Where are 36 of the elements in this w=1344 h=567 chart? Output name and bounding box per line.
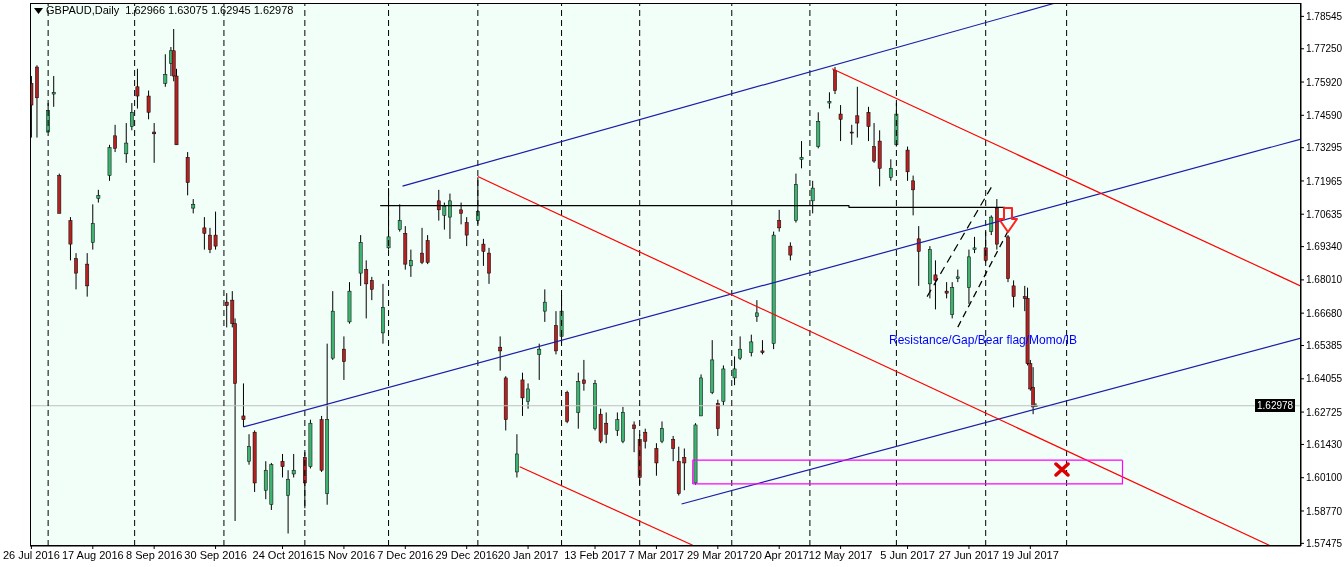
y-tick-label: 1.70635 bbox=[1306, 208, 1343, 220]
y-tick-label: 1.69340 bbox=[1306, 241, 1343, 253]
ref-line-label: 1.62978 bbox=[1255, 398, 1296, 412]
y-tick-label: 1.65385 bbox=[1306, 340, 1343, 352]
x-tick-label: 15 Nov 2016 bbox=[312, 548, 376, 561]
x-tick-label: 5 Jun 2017 bbox=[880, 548, 935, 561]
x-tick-label: 29 Mar 2017 bbox=[686, 548, 749, 561]
x-tick-label: 20 Apr 2017 bbox=[749, 548, 809, 561]
x-tick-label: 17 Aug 2016 bbox=[61, 548, 124, 561]
x-tick-label: 13 Feb 2017 bbox=[564, 548, 626, 561]
x-tick-label: 26 Jul 2016 bbox=[2, 548, 60, 561]
y-tick-label: 1.58770 bbox=[1306, 505, 1343, 517]
y-tick-label: 1.60100 bbox=[1306, 472, 1343, 484]
x-tick-label: 27 Jun 2017 bbox=[938, 548, 1000, 561]
x-tick-label: 7 Mar 2017 bbox=[628, 548, 685, 561]
y-tick-label: 1.77250 bbox=[1306, 43, 1343, 55]
x-tick-label: 24 Oct 2016 bbox=[252, 548, 313, 561]
y-tick-label: 1.73295 bbox=[1306, 142, 1343, 154]
x-tick-label: 7 Dec 2016 bbox=[377, 548, 434, 561]
x-tick-label: 12 May 2017 bbox=[808, 548, 873, 561]
y-tick-label: 1.61430 bbox=[1306, 439, 1343, 450]
y-tick-label: 1.75920 bbox=[1306, 76, 1343, 88]
y-tick-label: 1.66680 bbox=[1306, 307, 1343, 319]
x-tick-label: 20 Jan 2017 bbox=[497, 548, 559, 561]
y-tick-label: 1.71965 bbox=[1306, 175, 1343, 187]
y-tick-label: 1.68010 bbox=[1306, 274, 1343, 286]
x-tick-label: 19 Jul 2017 bbox=[1001, 548, 1059, 561]
y-tick-label: 1.74590 bbox=[1306, 109, 1343, 121]
x-tick-label: 8 Sep 2016 bbox=[126, 548, 183, 561]
x-tick-label: 29 Dec 2016 bbox=[435, 548, 498, 561]
y-tick-label: 1.78545 bbox=[1306, 10, 1343, 22]
y-tick-label: 1.57475 bbox=[1306, 537, 1343, 549]
chart-title: GBPAUD,Daily 1.62966 1.63075 1.62945 1.62978 bbox=[46, 4, 294, 16]
y-tick-label: 1.62725 bbox=[1306, 406, 1343, 418]
x-tick-label: 30 Sep 2016 bbox=[184, 548, 247, 561]
y-tick-label: 1.64055 bbox=[1306, 373, 1343, 385]
